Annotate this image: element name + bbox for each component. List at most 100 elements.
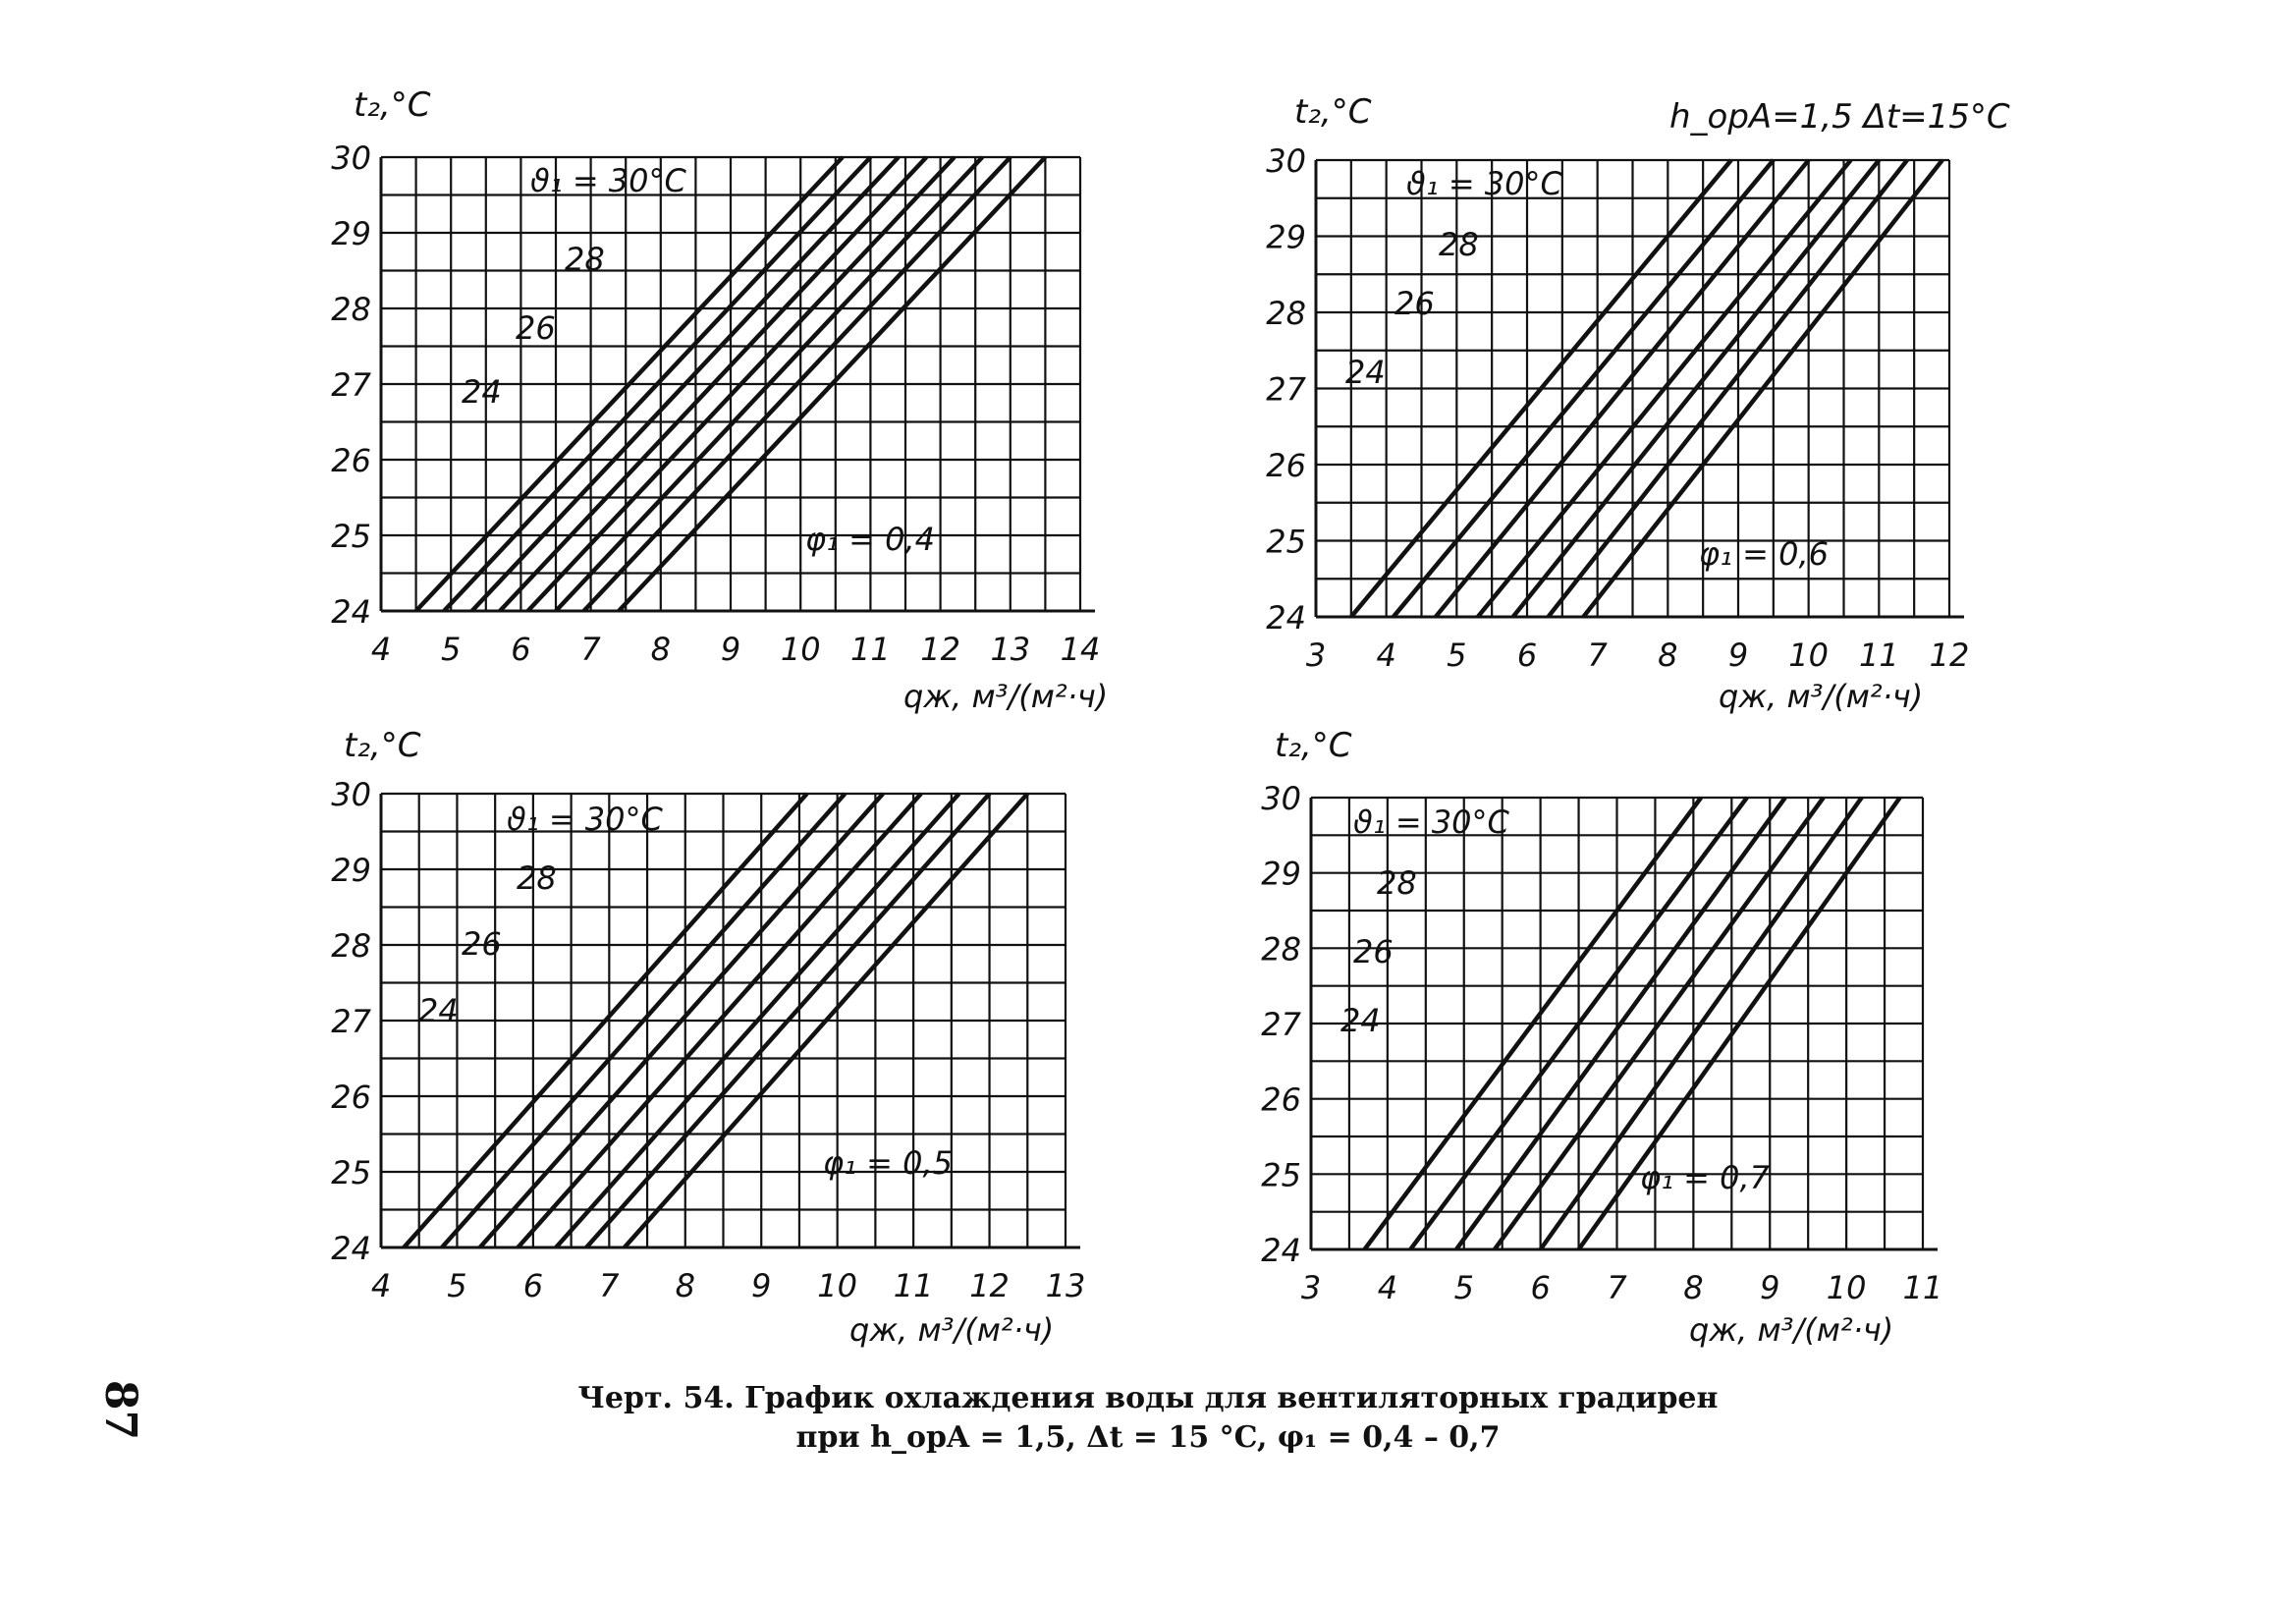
x-tick-label: 11: [1903, 1269, 1943, 1306]
y-tick-label: 30: [331, 776, 371, 813]
y-tick-label: 28: [331, 927, 371, 965]
curve-label: ϑ₁ = 30°C: [507, 801, 664, 838]
series-line-7: [623, 792, 1029, 1249]
chart-panel-4: 3 4 5 6 7 8 9 10 11 24 25 26 27 28 29 30 t₂,°C qж, м³/(м²…: [1261, 726, 1942, 1349]
series-line-1: [1362, 796, 1703, 1251]
series-line-5: [525, 155, 957, 613]
x-tick-label: 11: [894, 1267, 934, 1304]
y-tick-label: 27: [331, 366, 371, 404]
y-axis-title: t₂,°C: [354, 85, 431, 125]
series-line-4: [516, 792, 923, 1249]
chart-panel-1: 4 5 6 7 8 9 10 11 12 13 14 24 25 26 27 28 29 30 t₂,°C qж, м…: [331, 85, 1108, 715]
series-line-2: [440, 792, 847, 1249]
x-axis-title: qж, м³/(м²·ч): [849, 1311, 1054, 1349]
y-tick-label: 25: [1266, 524, 1306, 561]
curve-label: 28: [565, 241, 605, 278]
y-tick-label: 29: [331, 852, 371, 889]
x-tick-label: 6: [511, 631, 530, 668]
figure-caption-line2: при h_opA = 1,5, Δt = 15 °C, φ₁ = 0,4 – …: [795, 1420, 1501, 1455]
y-tick-label: 24: [1266, 599, 1306, 637]
y-tick-label: 25: [1261, 1156, 1301, 1193]
x-tick-label: 9: [751, 1267, 771, 1304]
series-line-6: [554, 155, 984, 613]
y-tick-label: 24: [331, 593, 371, 631]
x-tick-label: 6: [523, 1267, 543, 1304]
humidity-note: φ₁ = 0,6: [1699, 535, 1829, 573]
series-line-3: [1434, 158, 1811, 619]
grid-lines: [381, 792, 1067, 1249]
curve-label: 24: [1345, 354, 1386, 391]
y-tick-label: 26: [331, 442, 371, 479]
chart-panel-2: 3 4 5 6 7 8 9 10 11 12 24 25 26 27 28 29 30 t₂,°C qж, м³/(…: [1266, 92, 1969, 715]
y-tick-label: 30: [331, 139, 371, 177]
series-line-6: [1546, 158, 1909, 619]
x-tick-label: 9: [1760, 1269, 1779, 1306]
y-tick-label: 26: [1261, 1081, 1301, 1119]
curve-label: 24: [418, 992, 459, 1029]
y-axis-title: t₂,°C: [1275, 726, 1352, 765]
series-line-1: [1349, 158, 1733, 619]
curve-label: ϑ₁ = 30°C: [1406, 165, 1563, 202]
x-tick-label: 4: [371, 631, 391, 668]
curve-label: 28: [517, 859, 557, 897]
series-line-3: [477, 792, 885, 1249]
humidity-note: φ₁ = 0,7: [1640, 1159, 1771, 1196]
x-tick-label: 10: [817, 1267, 857, 1304]
series-line-6: [1576, 796, 1902, 1251]
curve-label: 26: [462, 925, 502, 963]
humidity-note: φ₁ = 0,4: [805, 521, 935, 558]
series-line-7: [1581, 158, 1944, 619]
x-tick-label: 8: [1683, 1269, 1703, 1306]
curve-label: 28: [1377, 864, 1417, 902]
y-tick-label: 28: [1261, 930, 1301, 968]
page-number: 87: [95, 1379, 146, 1441]
x-tick-label: 11: [850, 631, 891, 668]
x-tick-label: 7: [1607, 1269, 1627, 1306]
series-line-2: [442, 155, 873, 613]
series-line-4: [1476, 158, 1853, 619]
y-tick-label: 28: [1266, 295, 1306, 332]
x-tick-label: 12: [920, 631, 960, 668]
x-tick-label: 7: [599, 1267, 620, 1304]
y-tick-label: 27: [331, 1003, 371, 1040]
series-line-1: [402, 792, 809, 1249]
x-tick-label: 6: [1530, 1269, 1550, 1306]
y-tick-label: 30: [1261, 780, 1301, 817]
curve-label: 26: [1353, 933, 1394, 970]
y-tick-label: 30: [1266, 142, 1306, 180]
y-tick-label: 29: [331, 215, 371, 252]
x-tick-label: 3: [1301, 1269, 1321, 1306]
x-tick-label: 4: [371, 1267, 391, 1304]
x-tick-label: 3: [1306, 637, 1326, 674]
series-line-8: [617, 155, 1048, 613]
series-line-4: [1493, 796, 1826, 1251]
curve-label: 24: [1340, 1002, 1381, 1039]
x-tick-label: 8: [676, 1267, 695, 1304]
curve-label: 28: [1439, 226, 1479, 263]
series-line-5: [1538, 796, 1864, 1251]
x-tick-label: 9: [1728, 637, 1748, 674]
x-tick-label: 11: [1859, 637, 1899, 674]
y-tick-label: 26: [331, 1079, 371, 1116]
series-line-2: [1392, 158, 1776, 619]
y-tick-label: 27: [1261, 1006, 1301, 1043]
x-tick-label: 7: [580, 631, 601, 668]
x-tick-label: 6: [1517, 637, 1537, 674]
curve-label: ϑ₁ = 30°C: [530, 162, 687, 199]
x-tick-label: 8: [1658, 637, 1677, 674]
x-tick-label: 10: [1788, 637, 1829, 674]
y-tick-label: 26: [1266, 447, 1306, 484]
curve-label: 24: [462, 373, 502, 411]
y-axis-title: t₂,°C: [344, 726, 421, 765]
series-line-2: [1408, 796, 1749, 1251]
figure-caption-line1: Черт. 54. График охлаждения воды для вен…: [577, 1381, 1719, 1415]
y-tick-label: 24: [331, 1230, 371, 1267]
series-line-5: [554, 792, 961, 1249]
y-tick-label: 25: [331, 518, 371, 555]
x-tick-label: 8: [651, 631, 671, 668]
chart-panel-3: 4 5 6 7 8 9 10 11 12 13 24 25 26 27 28 29 30 t₂,°C qж, м³/…: [331, 726, 1085, 1349]
series-line-5: [1510, 158, 1882, 619]
x-axis-title: qж, м³/(м²·ч): [1719, 678, 1923, 715]
